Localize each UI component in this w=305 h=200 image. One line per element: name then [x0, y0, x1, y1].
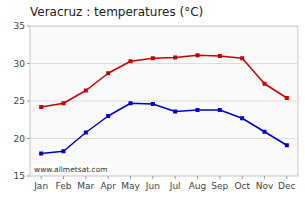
- tick-mark: [27, 63, 30, 64]
- marker: [173, 110, 177, 114]
- tick-label: 35: [14, 21, 25, 31]
- marker: [39, 152, 43, 156]
- tick-label: Jun: [145, 181, 160, 191]
- marker: [240, 56, 244, 60]
- tick-mark: [27, 138, 30, 139]
- marker: [196, 53, 200, 57]
- marker: [62, 149, 66, 153]
- grid-line: [30, 138, 298, 139]
- marker: [263, 82, 267, 86]
- grid-line: [30, 26, 298, 27]
- line: [41, 55, 287, 107]
- tick-mark: [108, 176, 109, 179]
- tick-mark: [130, 176, 131, 179]
- marker: [218, 54, 222, 58]
- marker: [39, 105, 43, 109]
- annotation-bg: [32, 164, 110, 175]
- tick-label: May: [121, 181, 140, 191]
- tick-label: 30: [14, 59, 26, 69]
- title: Veracruz : temperatures (°C): [30, 5, 203, 19]
- tick-label: Jul: [169, 181, 181, 191]
- marker: [218, 108, 222, 112]
- marker: [129, 59, 133, 63]
- tick-label: Dec: [278, 181, 295, 191]
- marker: [263, 130, 267, 134]
- annotation: www.allmetsat.com: [34, 165, 108, 174]
- tick-label: Mar: [77, 181, 94, 191]
- tick-mark: [219, 176, 220, 179]
- marker: [173, 56, 177, 60]
- tick-label: Jan: [33, 181, 48, 191]
- grid-line: [30, 101, 298, 102]
- annotation-group: www.allmetsat.com: [32, 164, 110, 175]
- marker: [106, 71, 110, 75]
- data-group: [39, 53, 289, 155]
- chart: Veracruz : temperatures (°C) 15 20 25 30 35 Ja…: [0, 0, 305, 200]
- tick-label: Feb: [56, 181, 72, 191]
- tick-mark: [197, 176, 198, 179]
- grid-line: [30, 63, 298, 64]
- tick-mark: [286, 176, 287, 179]
- grid-line: [30, 176, 298, 177]
- marker: [129, 101, 133, 105]
- tick-label: Nov: [256, 181, 274, 191]
- tick-label: 25: [14, 96, 25, 106]
- tick-label: Sep: [211, 181, 228, 191]
- marker: [285, 96, 289, 100]
- tick-mark: [27, 176, 30, 177]
- marker: [151, 102, 155, 106]
- tick-mark: [85, 176, 86, 179]
- tick-mark: [152, 176, 153, 179]
- tick-label: 20: [14, 134, 26, 144]
- marker: [106, 114, 110, 118]
- marker: [285, 143, 289, 147]
- marker: [84, 131, 88, 135]
- marker: [151, 56, 155, 60]
- tick-mark: [264, 176, 265, 179]
- tick-label: 15: [14, 171, 25, 181]
- tick-mark: [27, 101, 30, 102]
- tick-mark: [63, 176, 64, 179]
- plot-area: [30, 26, 298, 176]
- tick-mark: [242, 176, 243, 179]
- tick-label: Aug: [189, 181, 207, 191]
- marker: [62, 101, 66, 105]
- marker: [84, 89, 88, 93]
- line: [41, 103, 287, 153]
- tick-mark: [41, 176, 42, 179]
- tick-mark: [175, 176, 176, 179]
- tick-label: Apr: [100, 181, 116, 191]
- tick-label: Oct: [234, 181, 250, 191]
- tick-mark: [27, 26, 30, 27]
- marker: [240, 116, 244, 120]
- marker: [196, 108, 200, 112]
